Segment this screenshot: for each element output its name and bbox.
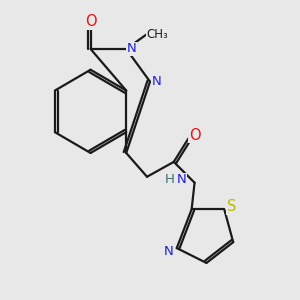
Text: N: N [127,42,136,56]
Text: O: O [85,14,96,29]
Text: CH₃: CH₃ [147,28,168,40]
Text: N: N [152,75,161,88]
Text: N: N [176,173,186,186]
Text: O: O [189,128,200,142]
Text: N: N [164,244,173,258]
Text: H: H [164,173,174,186]
Text: S: S [227,199,236,214]
